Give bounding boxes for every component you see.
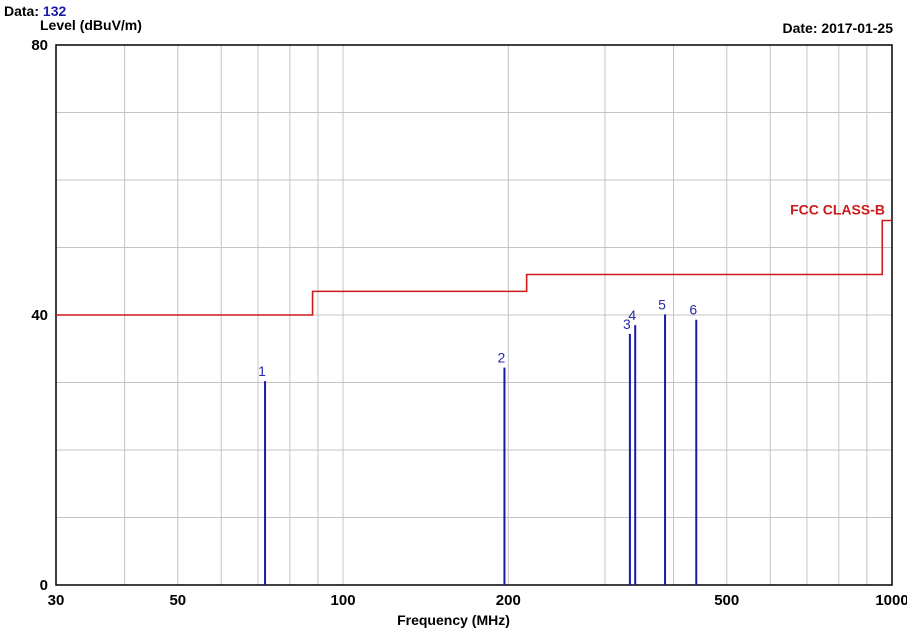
data-id-label: Data:	[4, 3, 40, 19]
data-id: Data: 132	[4, 3, 66, 19]
y-tick-label: 80	[31, 37, 48, 54]
x-tick-label: 200	[496, 592, 521, 609]
x-tick-label: 100	[331, 592, 356, 609]
marker-label: 1	[258, 363, 266, 379]
x-tick-label: 30	[48, 592, 65, 609]
marker-label: 4	[628, 307, 636, 323]
x-tick-label: 1000	[875, 592, 907, 609]
x-axis-label: Frequency (MHz)	[397, 612, 510, 628]
y-tick-label: 40	[31, 307, 48, 324]
data-id-value: 132	[42, 3, 67, 19]
y-axis-label: Level (dBuV/m)	[40, 17, 142, 33]
limit-line-label: FCC CLASS-B	[790, 202, 885, 218]
y-tick-label: 0	[40, 577, 48, 594]
x-tick-label: 500	[714, 592, 739, 609]
marker-label: 6	[689, 302, 697, 318]
marker-label: 3	[623, 316, 631, 332]
x-tick-label: 50	[169, 592, 186, 609]
marker-label: 2	[498, 350, 506, 366]
date-label: Date: 2017-01-25	[782, 20, 893, 36]
marker-label: 5	[658, 296, 666, 312]
limit-line	[56, 219, 892, 316]
